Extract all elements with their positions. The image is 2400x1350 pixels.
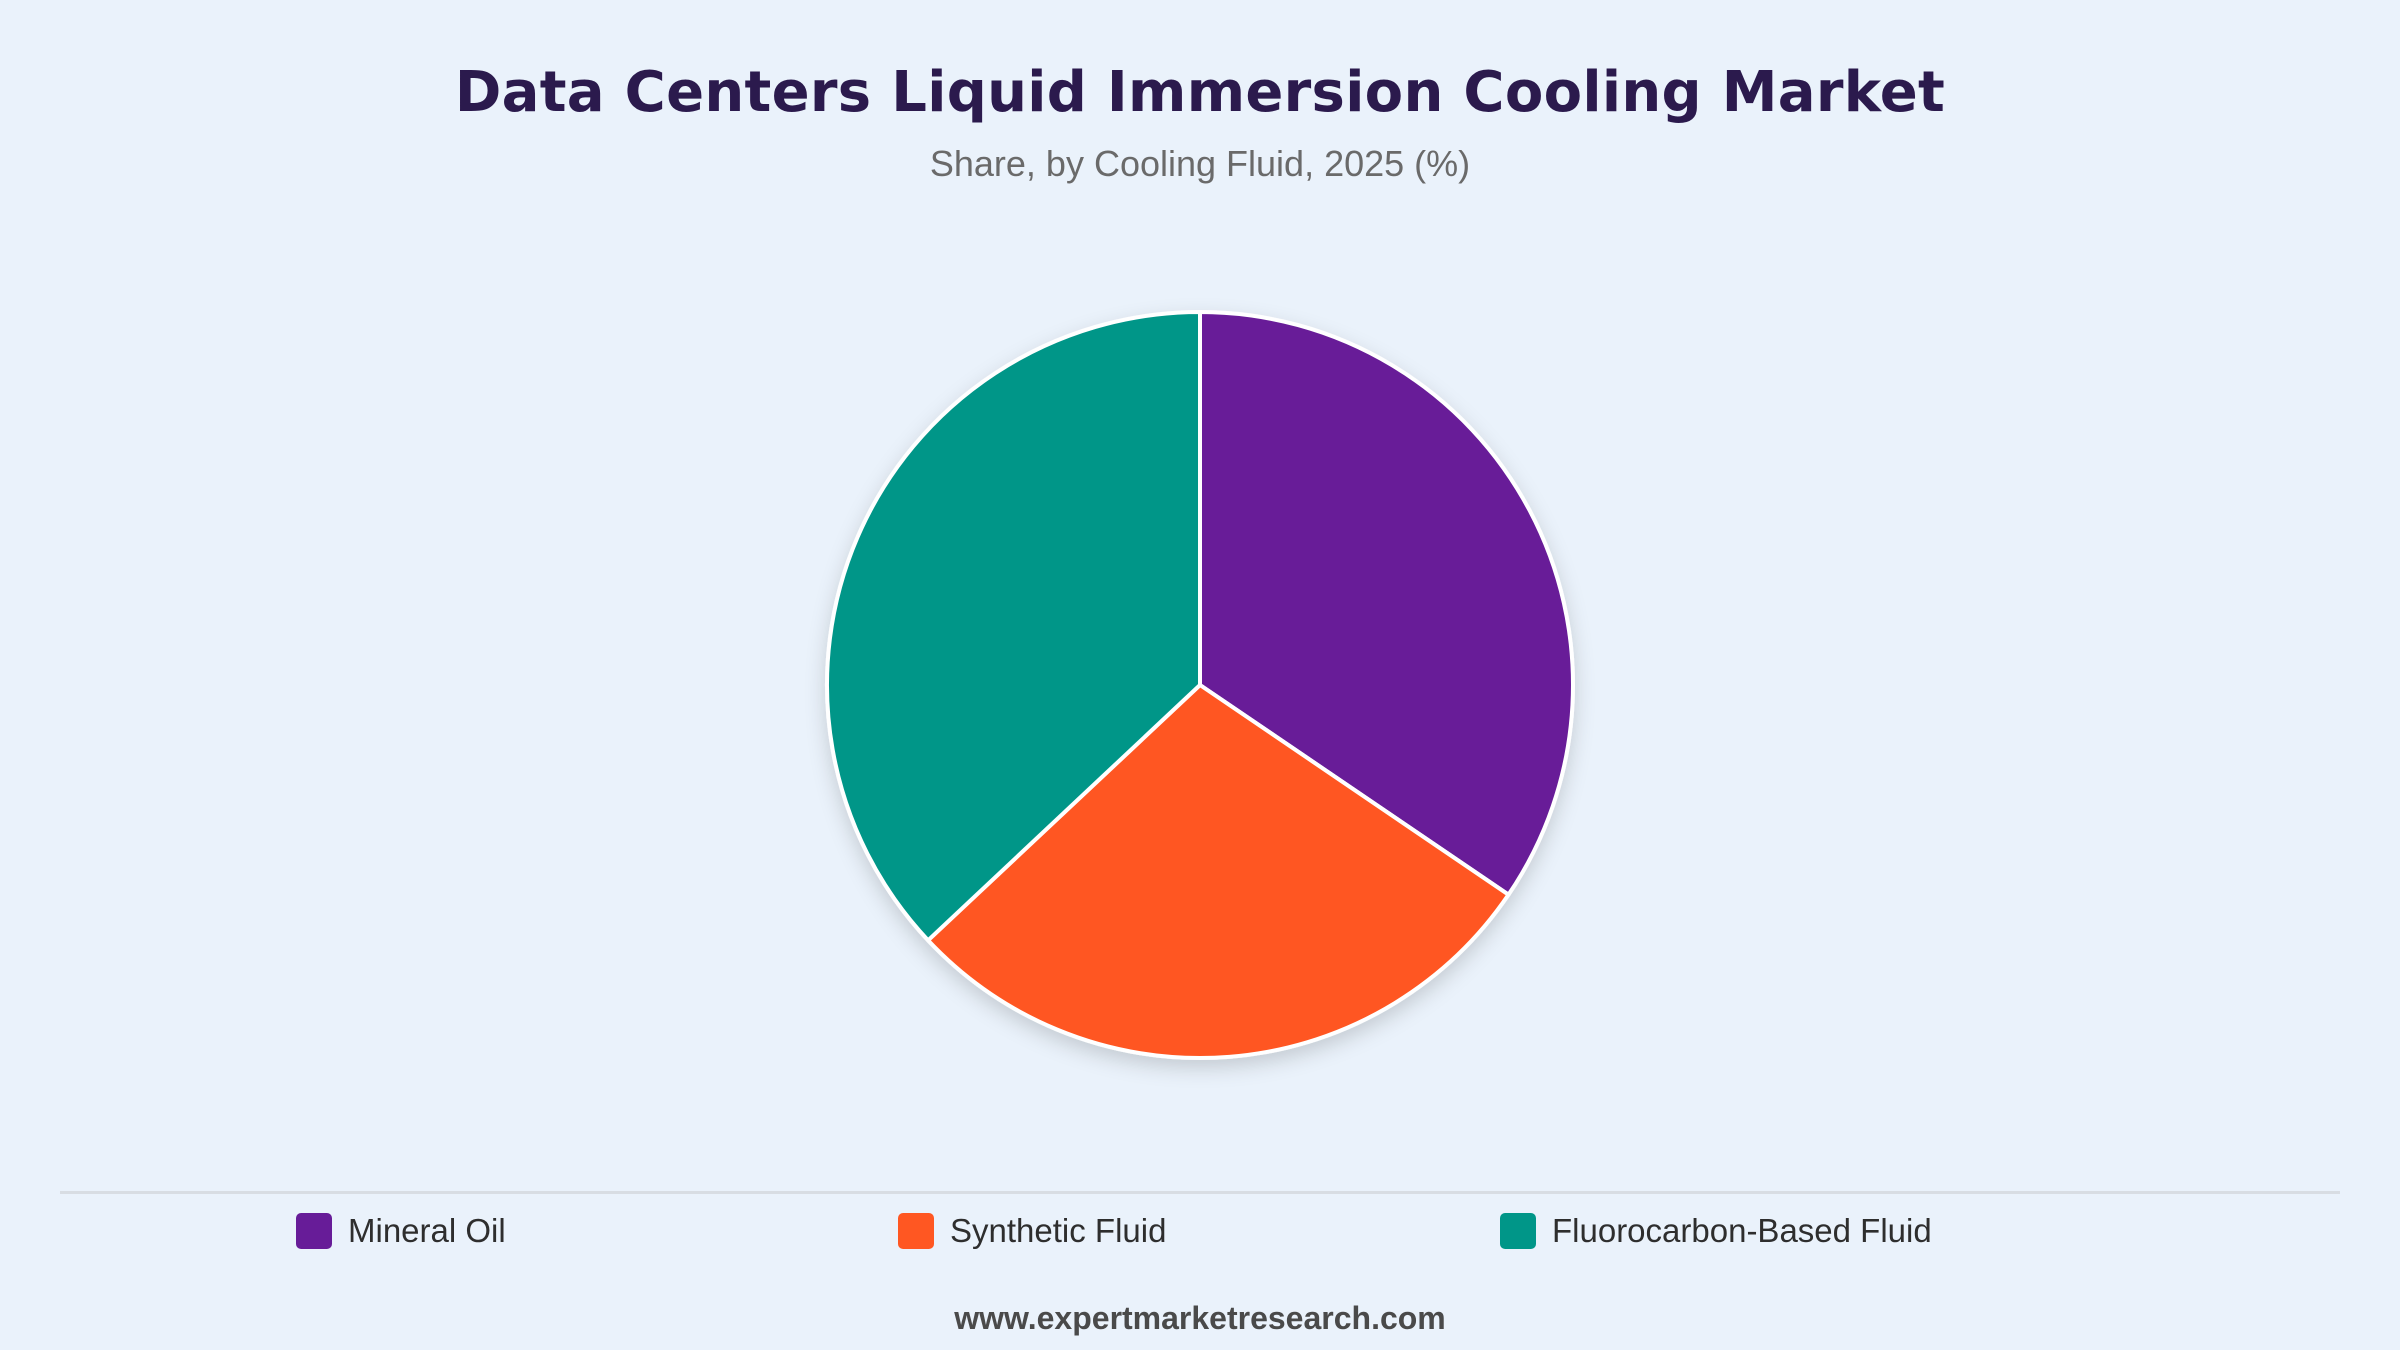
chart-subtitle: Share, by Cooling Fluid, 2025 (%): [929, 143, 1471, 184]
legend-item-fluorocarbon-based-fluid[interactable]: Fluorocarbon-Based Fluid: [1500, 1209, 1932, 1253]
pie-slice-fluorocarbon-based-fluid[interactable]: [825, 310, 1202, 943]
pie-slice-mineral-oil[interactable]: [1198, 310, 1575, 897]
legend-label-mineral-oil: Mineral Oil: [348, 1212, 506, 1249]
legend-item-mineral-oil[interactable]: Mineral Oil: [296, 1209, 506, 1253]
legend-divider: [60, 1191, 2340, 1194]
legend-swatch-synthetic-fluid: [898, 1213, 934, 1249]
pie-slice-synthetic-fluid[interactable]: [926, 683, 1511, 1060]
legend-swatch-mineral-oil: [296, 1213, 332, 1249]
source-url: www.expertmarketresearch.com: [954, 1300, 1446, 1336]
legend-label-synthetic-fluid: Synthetic Fluid: [950, 1212, 1167, 1249]
pie-slices: [825, 310, 1575, 1060]
chart-title: Data Centers Liquid Immersion Cooling Ma…: [454, 60, 1946, 125]
pie-chart: [825, 310, 1575, 1060]
legend-item-synthetic-fluid[interactable]: Synthetic Fluid: [898, 1209, 1166, 1253]
legend-swatch-fluorocarbon-based-fluid: [1500, 1213, 1536, 1249]
legend-label-fluorocarbon-based-fluid: Fluorocarbon-Based Fluid: [1552, 1212, 1932, 1249]
